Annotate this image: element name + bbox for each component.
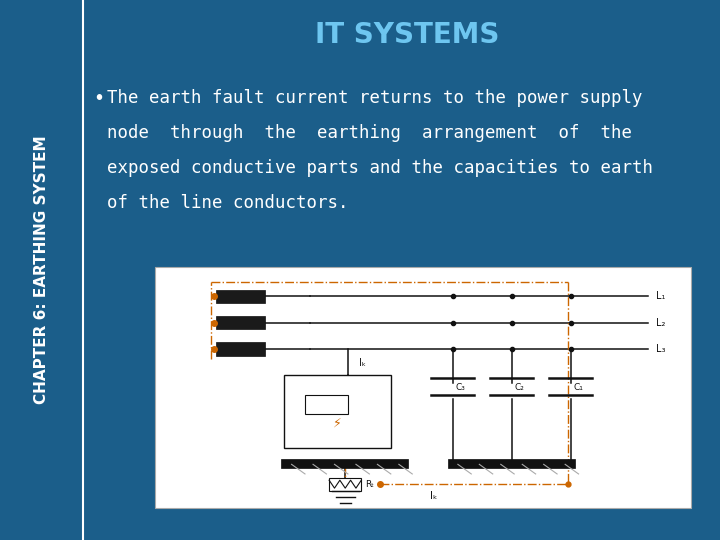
Text: node  through  the  earthing  arrangement  of  the: node through the earthing arrangement of… <box>107 124 631 142</box>
Text: The earth fault current returns to the power supply: The earth fault current returns to the p… <box>107 89 642 107</box>
Text: L₂: L₂ <box>657 318 666 328</box>
Text: C₁: C₁ <box>573 383 583 392</box>
Text: •: • <box>94 89 104 108</box>
FancyBboxPatch shape <box>284 375 391 448</box>
Text: of the line conductors.: of the line conductors. <box>107 194 348 212</box>
FancyBboxPatch shape <box>217 342 265 356</box>
Text: ⚡: ⚡ <box>333 417 341 430</box>
FancyBboxPatch shape <box>217 289 265 303</box>
Text: C₂: C₂ <box>514 383 524 392</box>
Text: exposed conductive parts and the capacities to earth: exposed conductive parts and the capacit… <box>107 159 652 177</box>
Text: Iₖ: Iₖ <box>359 359 366 368</box>
Text: IT SYSTEMS: IT SYSTEMS <box>315 21 499 49</box>
Text: L₁: L₁ <box>657 291 666 301</box>
Text: C₃: C₃ <box>455 383 465 392</box>
Text: Rₜ: Rₜ <box>365 480 374 489</box>
FancyBboxPatch shape <box>305 395 348 414</box>
Text: CHAPTER 6: EARTHING SYSTEM: CHAPTER 6: EARTHING SYSTEM <box>35 136 49 404</box>
Text: Iₖ: Iₖ <box>430 490 438 501</box>
Text: L₃: L₃ <box>657 344 666 354</box>
FancyBboxPatch shape <box>329 477 361 491</box>
FancyBboxPatch shape <box>217 316 265 329</box>
FancyBboxPatch shape <box>155 267 691 508</box>
